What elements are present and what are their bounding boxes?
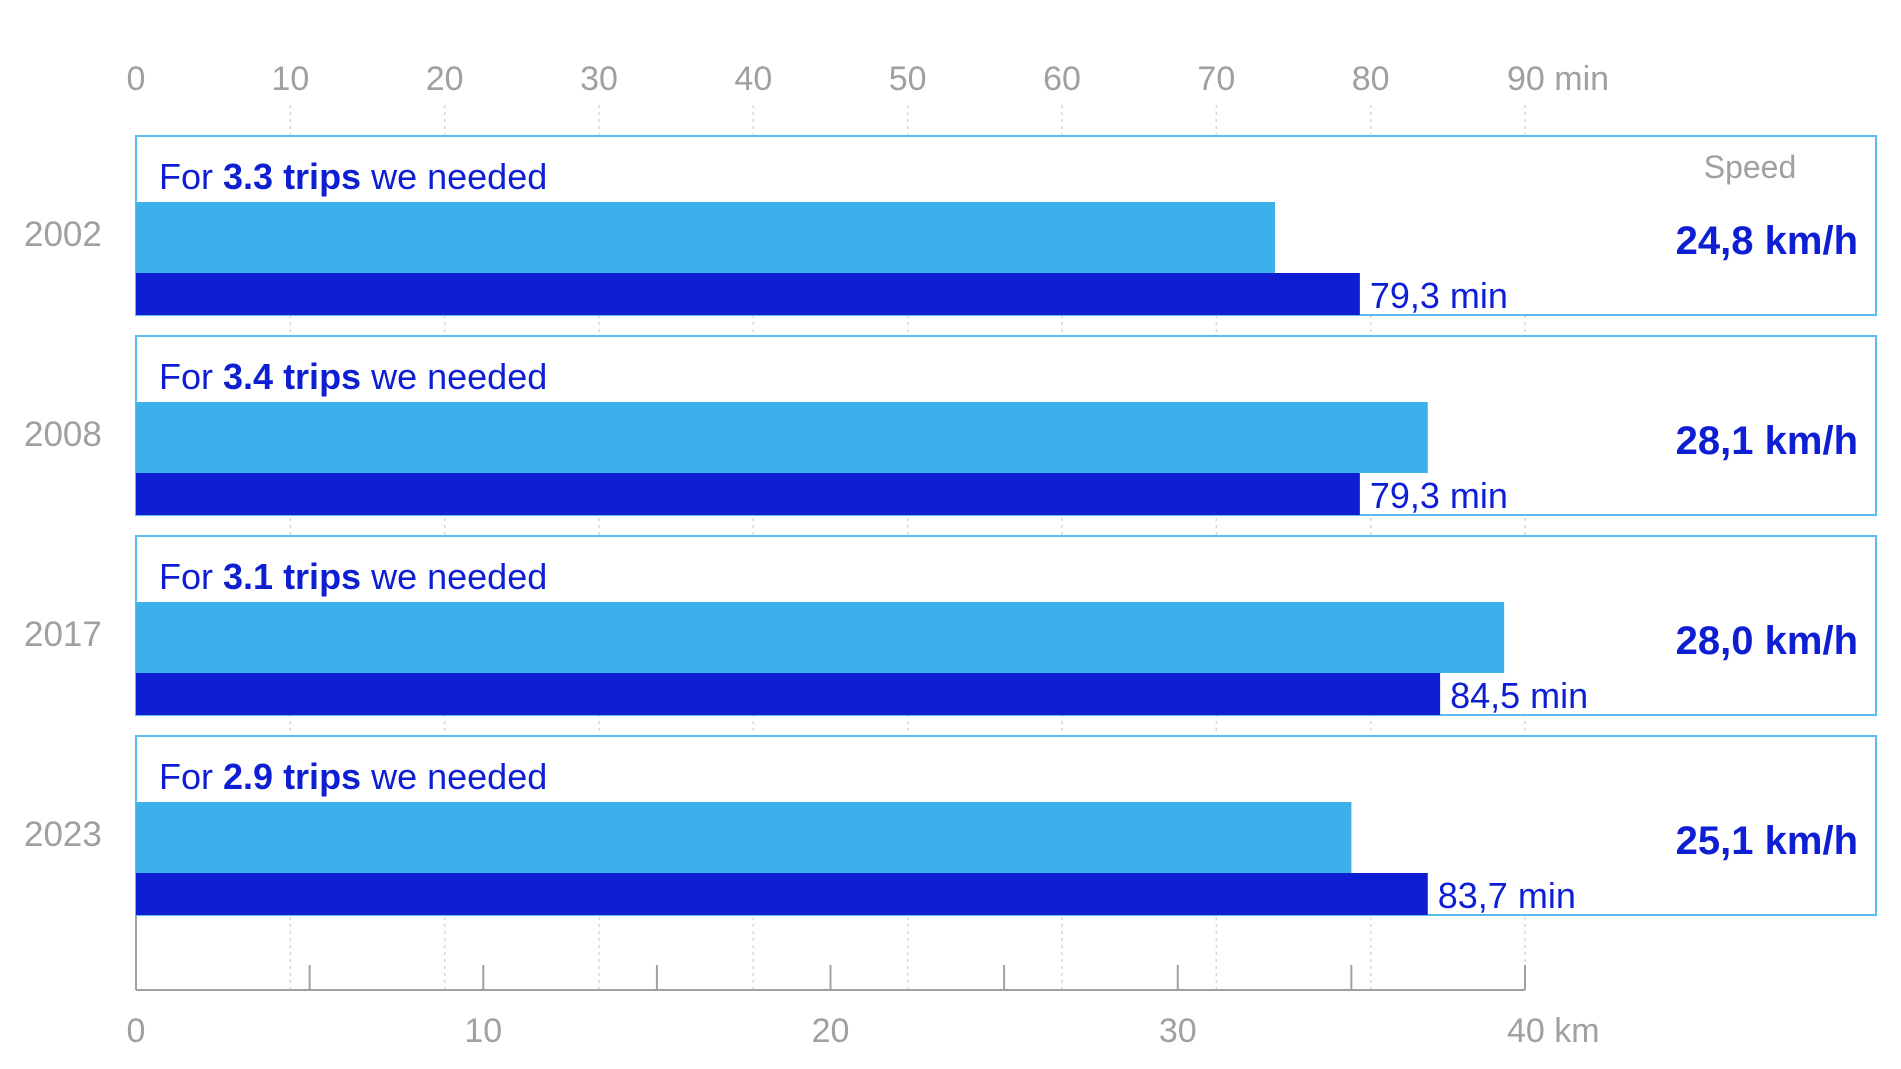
- top-axis-tick-label: 10: [271, 60, 309, 98]
- speed-value: 24,8 km/h: [1676, 219, 1858, 263]
- year-label: 2023: [24, 815, 102, 854]
- duration-label: 79,3 min: [1370, 275, 1508, 316]
- distance-bar-km: [136, 402, 1428, 473]
- row-lead-text: For 3.3 trips we needed: [159, 156, 547, 197]
- top-axis-tick-label: 30: [580, 60, 618, 98]
- top-axis-tick-label: 0: [127, 60, 146, 98]
- bottom-axis-tick-label: 30: [1159, 1012, 1197, 1050]
- distance-bar-km: [136, 602, 1505, 673]
- top-axis-tick-label: 80: [1352, 60, 1390, 98]
- top-axis-tick-label: 90 min: [1507, 60, 1609, 98]
- duration-bar-min: [136, 273, 1360, 315]
- lead-prefix: For: [159, 156, 223, 197]
- duration-bar-min: [136, 873, 1428, 915]
- speed-value: 28,1 km/h: [1676, 419, 1858, 463]
- top-axis-tick-label: 60: [1043, 60, 1081, 98]
- distance-bar-km: [136, 802, 1352, 873]
- trips-count: 2.9 trips: [223, 756, 361, 797]
- top-axis-tick-label: 40: [734, 60, 772, 98]
- bottom-axis-tick-label: 40 km: [1507, 1012, 1600, 1050]
- bottom-axis-tick-label: 20: [812, 1012, 850, 1050]
- lead-prefix: For: [159, 356, 223, 397]
- year-label: 2017: [24, 615, 102, 654]
- distance-bar-km: [136, 202, 1275, 273]
- speed-value: 25,1 km/h: [1676, 819, 1858, 863]
- row-lead-text: For 3.4 trips we needed: [159, 356, 547, 397]
- lead-suffix: we needed: [370, 356, 547, 397]
- top-axis-tick-label: 70: [1197, 60, 1235, 98]
- year-label: 2002: [24, 215, 102, 254]
- speed-header: Speed: [1704, 149, 1797, 185]
- lead-suffix: we needed: [370, 156, 547, 197]
- trips-count: 3.3 trips: [223, 156, 361, 197]
- duration-label: 83,7 min: [1438, 875, 1576, 916]
- lead-prefix: For: [159, 556, 223, 597]
- duration-bar-min: [136, 473, 1360, 515]
- trips-count: 3.4 trips: [223, 356, 361, 397]
- year-label: 2008: [24, 415, 102, 454]
- top-axis-tick-label: 20: [426, 60, 464, 98]
- speed-value: 28,0 km/h: [1676, 619, 1858, 663]
- lead-suffix: we needed: [370, 556, 547, 597]
- duration-label: 79,3 min: [1370, 475, 1508, 516]
- row-lead-text: For 2.9 trips we needed: [159, 756, 547, 797]
- trips-count: 3.1 trips: [223, 556, 361, 597]
- row-lead-text: For 3.1 trips we needed: [159, 556, 547, 597]
- bottom-axis-tick-label: 0: [127, 1012, 146, 1050]
- lead-prefix: For: [159, 756, 223, 797]
- duration-label: 84,5 min: [1450, 675, 1588, 716]
- lead-suffix: we needed: [370, 756, 547, 797]
- top-axis-tick-label: 50: [889, 60, 927, 98]
- bottom-axis-tick-label: 10: [464, 1012, 502, 1050]
- duration-bar-min: [136, 673, 1441, 715]
